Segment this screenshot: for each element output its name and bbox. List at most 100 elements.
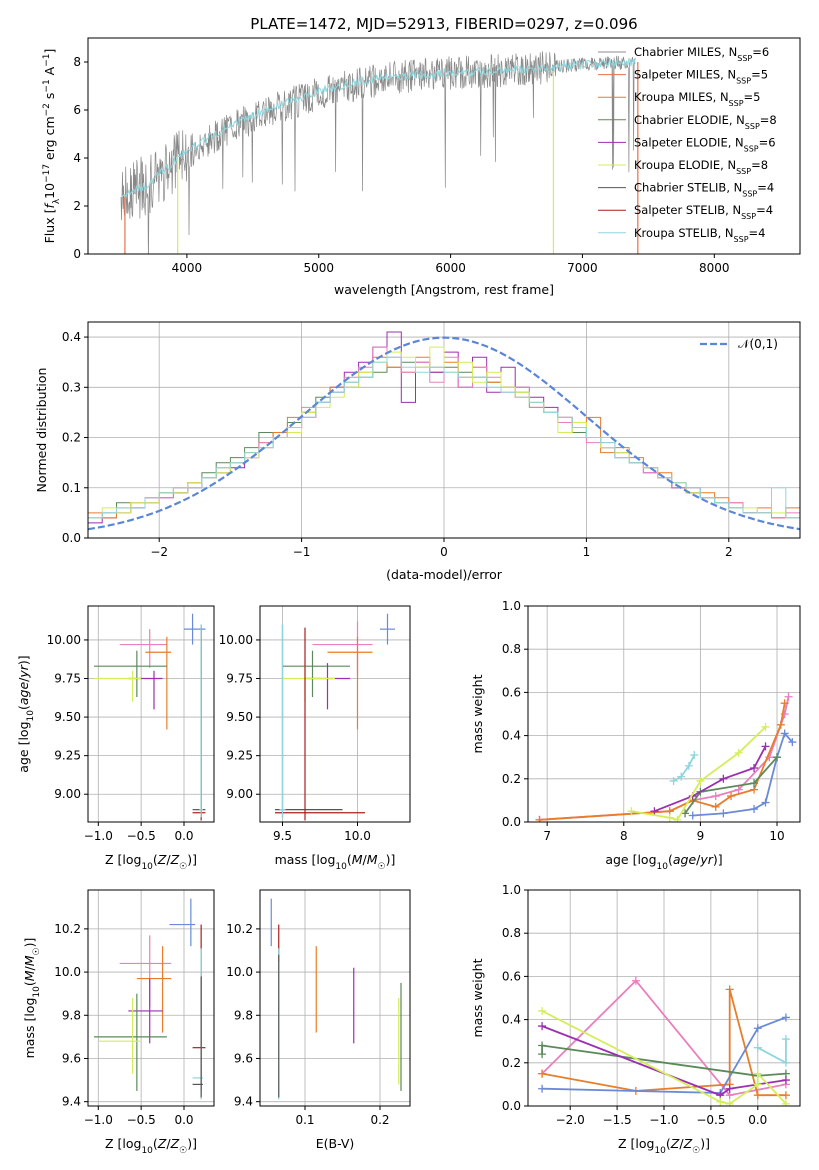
ticks: 0.1 0.2 9.4 9.6 9.8 10.0 10.2 xyxy=(226,922,389,1127)
y-tick-label: 9.6 xyxy=(62,1051,81,1065)
weight-marker xyxy=(725,985,734,994)
weight-marker xyxy=(781,1076,790,1085)
axes-frame xyxy=(527,889,801,1107)
mass-weight-vs-metallicity-panel: −2.0 −1.5 −1.0 −0.5 0.0 0.0 0.2 0.4 0.6 0.8 1.0 Z [… xyxy=(470,883,801,1156)
axes-frame xyxy=(87,321,801,539)
x-axis-label-part: ☉ xyxy=(692,1146,700,1156)
x-axis-label-part: )] xyxy=(187,1136,197,1151)
figure-title: PLATE=1472, MJD=52913, FIBERID=0297, z=0… xyxy=(250,15,637,33)
legend-label-tail: =4 xyxy=(756,203,773,217)
x-axis-label-part: Z xyxy=(670,1136,680,1151)
y-axis-label: Flux [fλ10−17 erg cm−2 s−1 A−1] xyxy=(42,49,62,244)
plot-area xyxy=(88,890,214,1106)
x-axis-label: (data-model)/error xyxy=(386,567,503,582)
weight-marker xyxy=(781,1099,790,1106)
y-axis-label-part: −17 xyxy=(42,164,52,183)
x-axis-label-part: )] xyxy=(386,852,396,867)
weight-marker xyxy=(673,815,682,822)
x-axis-label-part: ( xyxy=(668,852,673,867)
legend-label-sub: SSP xyxy=(734,234,749,243)
histogram-step-line xyxy=(88,356,800,519)
x-tick-label: −0.5 xyxy=(127,1113,156,1127)
age-vs-mass-panel: 9.5 10.0 9.00 9.25 9.50 9.75 10.00 mass [log10(… xyxy=(219,605,411,872)
y-tick-label: 0.0 xyxy=(62,531,81,545)
ticks: −1.0 −0.5 0.0 9.00 9.25 9.50 9.75 10.00 xyxy=(47,633,194,843)
y-axis-label-part: )] xyxy=(22,938,37,948)
x-axis-label-part: / xyxy=(166,852,171,867)
spectrum-panel: 4000 5000 6000 7000 8000 0 2 4 6 8 wavelength [Ang… xyxy=(42,37,801,297)
legend-label-tail: =5 xyxy=(744,90,761,104)
legend: Chabrier MILES, N SSP =6 Salpeter MILES, NS… xyxy=(598,45,777,243)
legend-label-tail: =4 xyxy=(749,226,766,240)
weight-line xyxy=(541,979,787,1097)
x-tick-label: −2.0 xyxy=(556,1113,585,1127)
legend-label: Salpeter ELODIE, NSSP=6 xyxy=(634,135,776,153)
x-axis-label: wavelength [Angstrom, rest frame] xyxy=(334,282,554,297)
weight-line xyxy=(757,1039,787,1065)
y-tick-label: 0.3 xyxy=(62,380,81,394)
weight-marker xyxy=(538,1022,547,1031)
x-axis-label-part: / xyxy=(166,1136,171,1151)
weight-marker xyxy=(538,1069,547,1078)
y-tick-label: 0.0 xyxy=(502,1099,521,1113)
x-axis-label-part: Z xyxy=(683,1136,693,1151)
weight-marker xyxy=(753,1069,762,1078)
weight-marker xyxy=(750,805,759,814)
weight-marker xyxy=(725,1099,734,1106)
y-axis-label: mass [log10(M/M☉)] xyxy=(22,938,42,1059)
x-tick-label: −0.5 xyxy=(696,1113,725,1127)
weight-marker xyxy=(780,699,789,708)
legend-label-tail: =8 xyxy=(760,113,777,127)
weight-marker xyxy=(788,738,797,747)
weight-marker xyxy=(734,785,743,794)
x-tick-label: 8 xyxy=(620,829,628,843)
ticks: 9.5 10.0 9.00 9.25 9.50 9.75 10.00 xyxy=(219,633,371,843)
weight-marker xyxy=(753,1043,762,1052)
y-axis-label-part: s xyxy=(42,93,57,104)
weight-marker xyxy=(538,1041,547,1050)
weight-line xyxy=(673,754,696,782)
x-tick-label: −1.0 xyxy=(84,829,113,843)
y-tick-label: 10.0 xyxy=(54,965,81,979)
y-tick-label: 9.4 xyxy=(234,1095,253,1109)
legend-label-tail: =6 xyxy=(752,45,769,59)
y-axis-label-part: )] xyxy=(16,655,31,665)
axes-frame xyxy=(87,37,801,255)
y-axis-label-part: 10 xyxy=(26,710,36,722)
y-tick-label: 1.0 xyxy=(502,599,521,613)
legend-label: Salpeter MILES, NSSP=5 xyxy=(634,68,768,86)
x-axis-label-part: )] xyxy=(713,852,723,867)
weight-marker xyxy=(784,692,793,701)
x-axis-label-part: Z xyxy=(170,1136,180,1151)
y-axis-label-part: 10 xyxy=(42,183,57,199)
legend-label-main: Chabrier MILES, N xyxy=(634,45,737,59)
legend-label: Kroupa MILES, NSSP=5 xyxy=(634,90,760,108)
x-tick-label: 0.0 xyxy=(174,1113,193,1127)
legend: 𝒩(0,1) xyxy=(700,337,778,351)
x-tick-label: 0.2 xyxy=(370,1113,389,1127)
y-axis-label-part: −1 xyxy=(42,79,52,92)
y-tick-label: 0.0 xyxy=(502,815,521,829)
y-tick-label: 0.2 xyxy=(502,772,521,786)
legend-label-sub: SSP xyxy=(745,121,760,130)
y-axis-label-part: ( xyxy=(22,981,37,986)
y-tick-label: 0.8 xyxy=(502,642,521,656)
weight-marker xyxy=(781,1013,790,1022)
y-axis-label-part: ] xyxy=(42,49,57,54)
ticks: 4000 5000 6000 7000 8000 0 2 4 6 8 xyxy=(73,55,729,275)
y-tick-label: 0.2 xyxy=(62,431,81,445)
y-tick-label: 10.0 xyxy=(226,965,253,979)
x-axis-label-part: M xyxy=(367,852,378,867)
weight-marker xyxy=(753,1091,762,1100)
weight-marker xyxy=(781,1091,790,1100)
x-tick-label: 4000 xyxy=(172,261,203,275)
y-axis-label-part: ☉ xyxy=(32,947,42,955)
y-axis-label-part: age [log xyxy=(16,721,31,772)
weight-marker xyxy=(538,1084,547,1093)
weight-marker xyxy=(734,748,743,757)
x-tick-label: 2 xyxy=(725,545,733,559)
y-axis-label-part: / xyxy=(22,965,37,970)
y-axis-label: mass weight xyxy=(470,674,485,753)
y-axis-label-part: 10 xyxy=(32,986,42,998)
weight-marker xyxy=(688,811,697,820)
